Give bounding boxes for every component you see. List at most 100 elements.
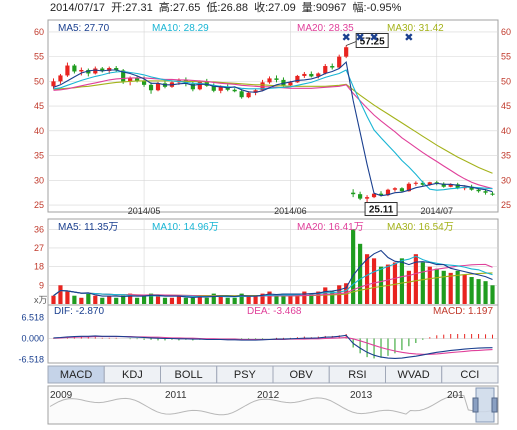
volume-bar (323, 287, 328, 304)
volume-bar (441, 270, 446, 304)
navigator-handle-left[interactable] (472, 397, 479, 413)
volume-bar (399, 258, 405, 304)
header-date: 2014/07/17 (50, 2, 105, 14)
candle-body (246, 92, 251, 98)
tab-cci[interactable] (441, 365, 499, 384)
volume-bar (434, 268, 439, 304)
indicator-tabs: MACD KDJ BOLL PSY OBV RSI WVAD CCI (47, 365, 499, 384)
volume-bar (197, 295, 202, 304)
volume-bar (121, 295, 126, 304)
price-tick-right: 40 (501, 126, 511, 136)
price-x-tick: 2014/06 (274, 206, 307, 216)
volume-bar (490, 285, 495, 304)
volume-ma-legend-item: MA10: 14.96万 (152, 222, 219, 233)
volume-bar (455, 270, 460, 304)
macd-panel-frame (47, 304, 499, 364)
candle-body (427, 182, 432, 185)
candle-body (441, 183, 446, 187)
header-quote: 2014/07/17 开:27.31 高:27.65 低:26.88 收:27.… (50, 0, 402, 14)
macd-series (52, 334, 494, 359)
price-tick-left: 35 (34, 151, 44, 161)
volume-bar (392, 262, 398, 304)
volume-bar (420, 262, 425, 304)
volume-bar (141, 295, 147, 304)
candle-body (413, 182, 418, 184)
max-callout-box (355, 33, 389, 48)
volume-tick: 27 (34, 243, 44, 253)
navigator-year: 2013 (350, 390, 373, 401)
volume-series (51, 229, 495, 304)
price-tick-right: 60 (501, 27, 511, 37)
event-marker-icon[interactable]: ✖ (356, 32, 365, 44)
price-tick-right: 25 (501, 200, 511, 210)
ma30-line (53, 80, 493, 174)
volume-bar (155, 295, 161, 304)
candle-body (351, 192, 356, 195)
candle-body (86, 69, 91, 74)
candle-body (344, 47, 349, 57)
macd-tick: 0.000 (21, 334, 44, 344)
volume-bar (358, 243, 363, 304)
event-marker-icon[interactable]: ✖ (369, 32, 378, 44)
candle-body (93, 68, 98, 74)
price-ma-legend: MA5: 27.70 MA10: 28.29 MA20: 28.35 MA30: 31… (58, 23, 444, 34)
macd-dif-label: DIF: -2.870 (54, 306, 104, 317)
volume-bar (218, 295, 223, 304)
header-low: 26.88 (221, 2, 249, 14)
ma10-line (53, 69, 493, 191)
volume-bar (79, 297, 84, 304)
volume-bar (378, 266, 384, 304)
tab-label: MACD (60, 369, 92, 381)
candle-body (455, 184, 460, 189)
candle-body (114, 68, 119, 71)
volume-bar (65, 291, 70, 304)
candle-body (58, 75, 63, 82)
volume-unit-label: x万 (34, 295, 48, 305)
price-tick-right: 50 (501, 76, 511, 86)
volume-bar (204, 297, 209, 304)
price-tick-left: 50 (34, 76, 44, 86)
event-marker-icon[interactable]: ✖ (342, 32, 351, 44)
volume-y-axis: 36 27 18 9 (34, 224, 44, 290)
price-tick-left: 45 (34, 101, 44, 111)
volume-ma-legend-item: MA5: 11.35万 (58, 222, 118, 233)
volume-bar (413, 254, 418, 304)
navigator-window[interactable] (475, 387, 495, 423)
volume-bar (462, 274, 467, 304)
macd-dea-label: DEA: -3.468 (247, 306, 302, 317)
volume-bar (169, 297, 175, 304)
header-open: 27.31 (125, 2, 153, 14)
volume-bar (128, 293, 133, 304)
volume-bar (190, 297, 195, 304)
candle-body (483, 191, 488, 193)
candle-body (51, 81, 56, 87)
volume-bar (148, 293, 154, 304)
candle-body (358, 194, 363, 199)
volume-bar (364, 254, 370, 304)
navigator-handle-right[interactable] (491, 397, 498, 413)
ma20-line (53, 77, 493, 190)
volume-ma5-line (53, 249, 493, 298)
volume-bar (162, 297, 168, 304)
tab-label: KDJ (122, 369, 143, 381)
price-ma-legend-item: MA5: 27.70 (58, 23, 110, 34)
price-tick-left: 60 (34, 27, 44, 37)
candle-body (476, 189, 481, 192)
volume-bar (72, 295, 77, 304)
volume-bar (107, 295, 112, 304)
candle-body (211, 85, 216, 91)
volume-bar (225, 297, 230, 304)
volume-bar (114, 297, 119, 304)
volume-bar (93, 295, 98, 304)
volume-bar (86, 293, 91, 304)
tab-label: PSY (234, 369, 257, 381)
price-tick-left: 40 (34, 126, 44, 136)
event-marker-icon[interactable]: ✖ (404, 32, 413, 44)
price-tick-right: 45 (501, 101, 511, 111)
candle-body (267, 78, 272, 83)
price-panel-frame (47, 19, 499, 213)
candle-body (295, 75, 300, 83)
ma5-line (53, 61, 493, 197)
min-price-label: 25.11 (369, 205, 394, 216)
